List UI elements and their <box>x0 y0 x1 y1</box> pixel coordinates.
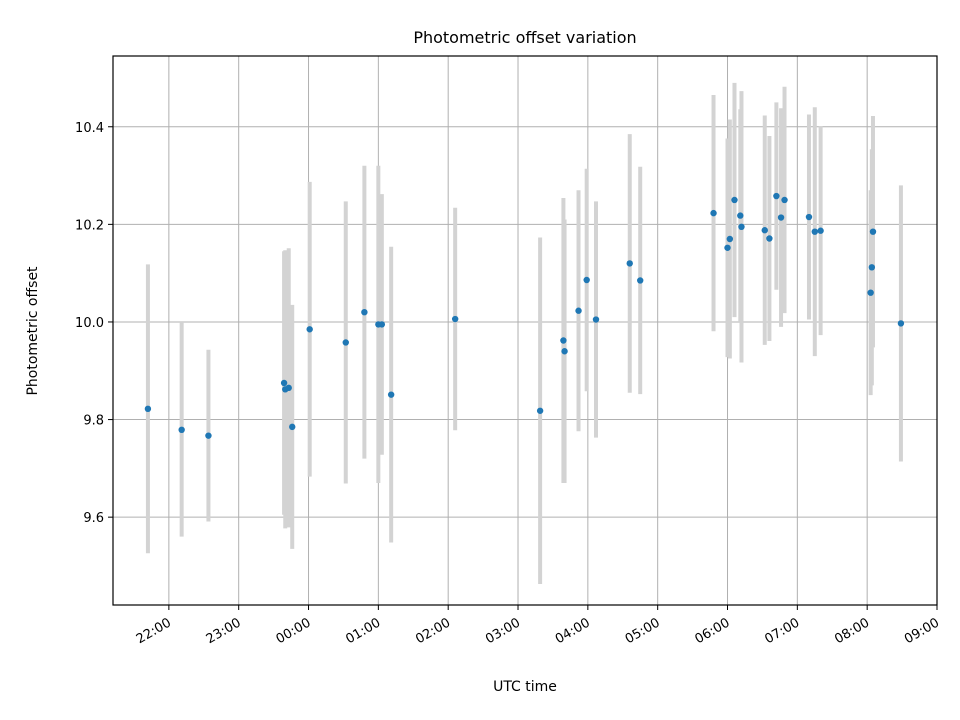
data-point <box>869 228 877 235</box>
data-point <box>583 276 590 284</box>
data-point <box>575 307 582 314</box>
data-point <box>766 235 773 242</box>
data-point <box>817 227 824 234</box>
data-point <box>737 212 744 219</box>
y-tick-label: 9.8 <box>83 414 104 429</box>
data-point <box>761 227 768 234</box>
data-point <box>724 244 731 251</box>
y-tick-label: 9.6 <box>83 511 104 526</box>
data-point <box>178 426 185 434</box>
data-point <box>738 223 745 230</box>
data-point <box>805 213 813 221</box>
data-point <box>777 214 785 221</box>
data-point <box>378 321 386 328</box>
data-point <box>451 315 459 323</box>
data-point <box>342 339 349 346</box>
data-point <box>726 235 734 243</box>
data-point <box>773 192 780 200</box>
data-point <box>536 407 544 414</box>
data-point <box>811 228 818 235</box>
y-axis-ticks: 9.6 9.8 10.0 10.2 10.4 <box>75 121 113 526</box>
data-point <box>731 196 738 204</box>
chart-title: Photometric offset variation <box>413 28 636 47</box>
data-point <box>592 316 600 323</box>
data-point <box>387 391 395 398</box>
data-point <box>289 423 296 431</box>
data-point <box>710 209 717 217</box>
data-point <box>897 320 905 327</box>
data-point <box>868 264 876 271</box>
data-point <box>626 260 633 267</box>
data-point <box>781 196 788 204</box>
x-axis-label: UTC time <box>493 679 557 695</box>
data-point <box>867 289 874 296</box>
y-axis-label: Photometric offset <box>25 266 41 396</box>
data-point <box>361 309 368 316</box>
y-tick-label: 10.0 <box>75 316 104 331</box>
data-point <box>205 432 212 439</box>
data-points <box>144 192 905 439</box>
y-tick-label: 10.4 <box>75 121 104 136</box>
data-point <box>285 384 292 392</box>
plot-frame <box>112 55 938 606</box>
data-point <box>560 337 567 344</box>
data-point <box>144 405 152 413</box>
y-tick-label: 10.2 <box>75 218 104 233</box>
data-point <box>280 379 288 387</box>
data-point <box>637 277 644 284</box>
data-point <box>306 326 313 333</box>
data-point <box>561 348 568 355</box>
